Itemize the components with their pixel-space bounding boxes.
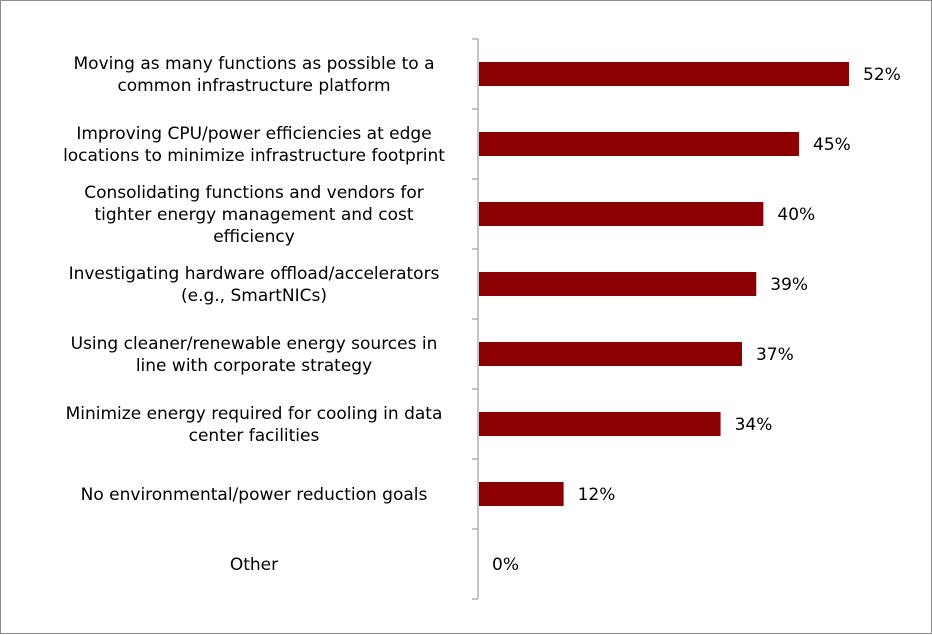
category-label-line: No environmental/power reduction goals (81, 485, 428, 505)
category-label-line: Other (230, 555, 278, 575)
category-label-line: Improving CPU/power efficiencies at edge (76, 124, 431, 144)
category-label-line: center facilities (189, 426, 320, 446)
category-label-6: No environmental/power reduction goals (81, 485, 428, 505)
category-label-line: (e.g., SmartNICs) (181, 286, 327, 306)
category-label-line: Moving as many functions as possible to … (74, 54, 435, 74)
category-label-line: line with corporate strategy (136, 356, 372, 376)
value-label-7: 0% (492, 555, 519, 575)
category-label-0: Moving as many functions as possible to … (74, 54, 435, 96)
category-label-2: Consolidating functions and vendors for t… (84, 183, 424, 247)
value-label-5: 34% (735, 415, 773, 435)
bar-5 (479, 412, 721, 436)
value-label-3: 39% (770, 275, 808, 295)
bar-3 (479, 272, 757, 296)
category-label-5: Minimize energy required for cooling in … (66, 404, 443, 446)
category-label-line: locations to minimize infrastructure foo… (63, 146, 445, 166)
category-label-3: Investigating hardware offload/accelerat… (69, 264, 440, 306)
bar-layer (479, 62, 849, 506)
bar-0 (479, 62, 849, 86)
category-label-1: Improving CPU/power efficiencies at edge… (63, 124, 445, 166)
category-label-line: Using cleaner/renewable energy sources i… (71, 334, 438, 354)
label-layer: 52% Moving as many functions as possible … (63, 54, 901, 575)
category-label-4: Using cleaner/renewable energy sources i… (71, 334, 438, 376)
bar-4 (479, 342, 742, 366)
value-label-2: 40% (777, 205, 815, 225)
category-label-line: common infrastructure platform (117, 76, 390, 96)
category-label-line: Consolidating functions and vendors for (84, 183, 424, 203)
bar-1 (479, 132, 800, 156)
category-label-line: Minimize energy required for cooling in … (66, 404, 443, 424)
category-label-line: tighter energy management and cost (94, 205, 413, 225)
category-label-line: Investigating hardware offload/accelerat… (69, 264, 440, 284)
axis-layer (472, 38, 479, 600)
value-label-4: 37% (756, 345, 794, 365)
value-label-0: 52% (863, 65, 901, 85)
bar-2 (479, 202, 764, 226)
bar-6 (479, 482, 564, 506)
category-label-line: efficiency (213, 227, 295, 247)
category-label-7: Other (230, 555, 278, 575)
value-label-1: 45% (813, 135, 851, 155)
value-label-6: 12% (578, 485, 616, 505)
